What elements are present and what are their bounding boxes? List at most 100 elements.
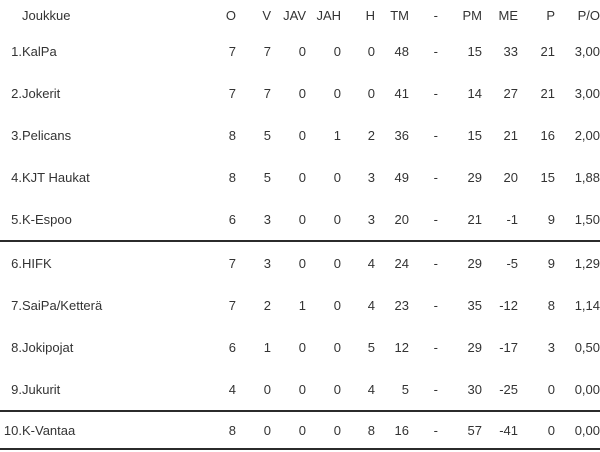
stat-wins: 0 — [236, 368, 271, 412]
stat-games-played: 7 — [228, 297, 236, 313]
stat-points-per-game: 3,00 — [574, 85, 600, 101]
stat-overtime-losses: 0 — [333, 43, 341, 59]
stat-overtime-wins: 0 — [298, 85, 306, 101]
stat-goals-for: 5 — [375, 368, 409, 412]
stat-losses: 3 — [341, 198, 375, 242]
stat-goal-difference: 21 — [503, 127, 518, 143]
stat-dash: - — [433, 127, 438, 143]
stat-points-per-game: 0,00 — [555, 368, 600, 412]
stat-goals-for: 16 — [375, 411, 409, 450]
stat-losses: 4 — [367, 255, 375, 271]
stat-overtime-wins: 0 — [271, 411, 306, 450]
row-position: 9. — [0, 368, 22, 412]
stat-goals-against: 29 — [467, 255, 482, 271]
stat-goal-difference: -17 — [499, 339, 518, 355]
stat-goal-difference: 33 — [503, 43, 518, 59]
stat-points-per-game: 1,88 — [574, 169, 600, 185]
table-row: 4. KJT Haukat 8 5 0 0 3 49 - 29 20 15 1,… — [0, 156, 600, 198]
stat-goal-difference: 20 — [503, 169, 518, 185]
stat-goals-against: 15 — [467, 127, 482, 143]
stat-losses: 0 — [367, 85, 375, 101]
stat-points: 21 — [540, 43, 555, 59]
header-goals-for: TM — [390, 7, 409, 23]
stat-points: 0 — [518, 368, 555, 412]
stat-overtime-losses: 0 — [333, 255, 341, 271]
stat-wins: 5 — [263, 169, 271, 185]
stat-points: 8 — [547, 297, 555, 313]
stat-goals-against: 21 — [438, 198, 482, 242]
stat-goals-for: 36 — [394, 127, 409, 143]
team-name: SaiPa/Ketterä — [22, 297, 103, 313]
stat-overtime-losses: 0 — [306, 411, 341, 450]
team-name: K-Espoo — [22, 198, 200, 242]
stat-losses: 3 — [367, 169, 375, 185]
stat-points: 0 — [518, 411, 555, 450]
stat-dash: - — [433, 169, 438, 185]
row-position: 8. — [11, 339, 22, 355]
stat-goal-difference: -12 — [499, 297, 518, 313]
row-position: 5. — [0, 198, 22, 242]
stat-goals-for: 48 — [394, 43, 409, 59]
stat-goals-for: 41 — [394, 85, 409, 101]
stat-losses: 2 — [367, 127, 375, 143]
stat-goals-for: 23 — [394, 297, 409, 313]
stat-dash: - — [433, 255, 438, 271]
stat-games-played: 6 — [228, 339, 236, 355]
team-name: KalPa — [22, 43, 57, 59]
team-name: Pelicans — [22, 127, 72, 143]
stat-overtime-losses: 0 — [333, 85, 341, 101]
stat-points-per-game: 2,00 — [574, 127, 600, 143]
stat-overtime-losses: 0 — [333, 297, 341, 313]
stat-goals-against: 57 — [438, 411, 482, 450]
header-overtime-losses: JAH — [316, 7, 341, 23]
header-position — [0, 0, 22, 30]
stat-dash: - — [433, 43, 438, 59]
stat-dash: - — [409, 411, 438, 450]
stat-overtime-wins: 0 — [271, 368, 306, 412]
stat-points-per-game: 0,50 — [574, 339, 600, 355]
stat-overtime-wins: 0 — [298, 43, 306, 59]
stat-dash: - — [433, 297, 438, 313]
stat-wins: 2 — [263, 297, 271, 313]
stat-points: 16 — [540, 127, 555, 143]
header-games-played: O — [225, 7, 236, 23]
row-position: 2. — [11, 85, 22, 101]
header-overtime-wins: JAV — [283, 7, 306, 23]
row-position: 10. — [0, 411, 22, 450]
table-row: 5. K-Espoo 6 3 0 0 3 20 - 21 -1 9 1,50 — [0, 198, 600, 242]
row-position: 4. — [11, 169, 22, 185]
team-name: HIFK — [22, 255, 52, 271]
header-goals-against: PM — [462, 7, 483, 23]
stat-games-played: 7 — [228, 255, 236, 271]
header-wins: V — [262, 7, 271, 23]
stat-overtime-wins: 0 — [298, 127, 306, 143]
stat-overtime-wins: 0 — [298, 255, 306, 271]
stat-losses: 4 — [341, 368, 375, 412]
stat-overtime-wins: 0 — [298, 339, 306, 355]
table-row: 8. Jokipojat 6 1 0 0 5 12 - 29 -17 3 0,5… — [0, 326, 600, 368]
stat-points-per-game: 1,29 — [574, 255, 600, 271]
stat-wins: 5 — [263, 127, 271, 143]
stat-points: 9 — [518, 198, 555, 242]
stat-goals-against: 15 — [467, 43, 482, 59]
header-points-per-game: P/O — [577, 7, 600, 23]
stat-losses: 4 — [367, 297, 375, 313]
stat-overtime-losses: 0 — [333, 339, 341, 355]
stat-losses: 0 — [367, 43, 375, 59]
stat-games-played: 7 — [228, 43, 236, 59]
stat-wins: 7 — [263, 85, 271, 101]
stat-overtime-wins: 0 — [271, 198, 306, 242]
stat-games-played: 8 — [228, 169, 236, 185]
team-name: K-Vantaa — [22, 411, 200, 450]
stat-goals-against: 14 — [467, 85, 482, 101]
stat-points: 15 — [540, 169, 555, 185]
table-row: 7. SaiPa/Ketterä 7 2 1 0 4 23 - 35 -12 8… — [0, 284, 600, 326]
stat-goals-against: 30 — [438, 368, 482, 412]
table-row: 6. HIFK 7 3 0 0 4 24 - 29 -5 9 1,29 — [0, 241, 600, 284]
stat-wins: 1 — [263, 339, 271, 355]
stat-dash: - — [409, 368, 438, 412]
stat-games-played: 8 — [200, 411, 236, 450]
team-name: Jokipojat — [22, 339, 74, 355]
stat-goal-difference: -25 — [482, 368, 518, 412]
